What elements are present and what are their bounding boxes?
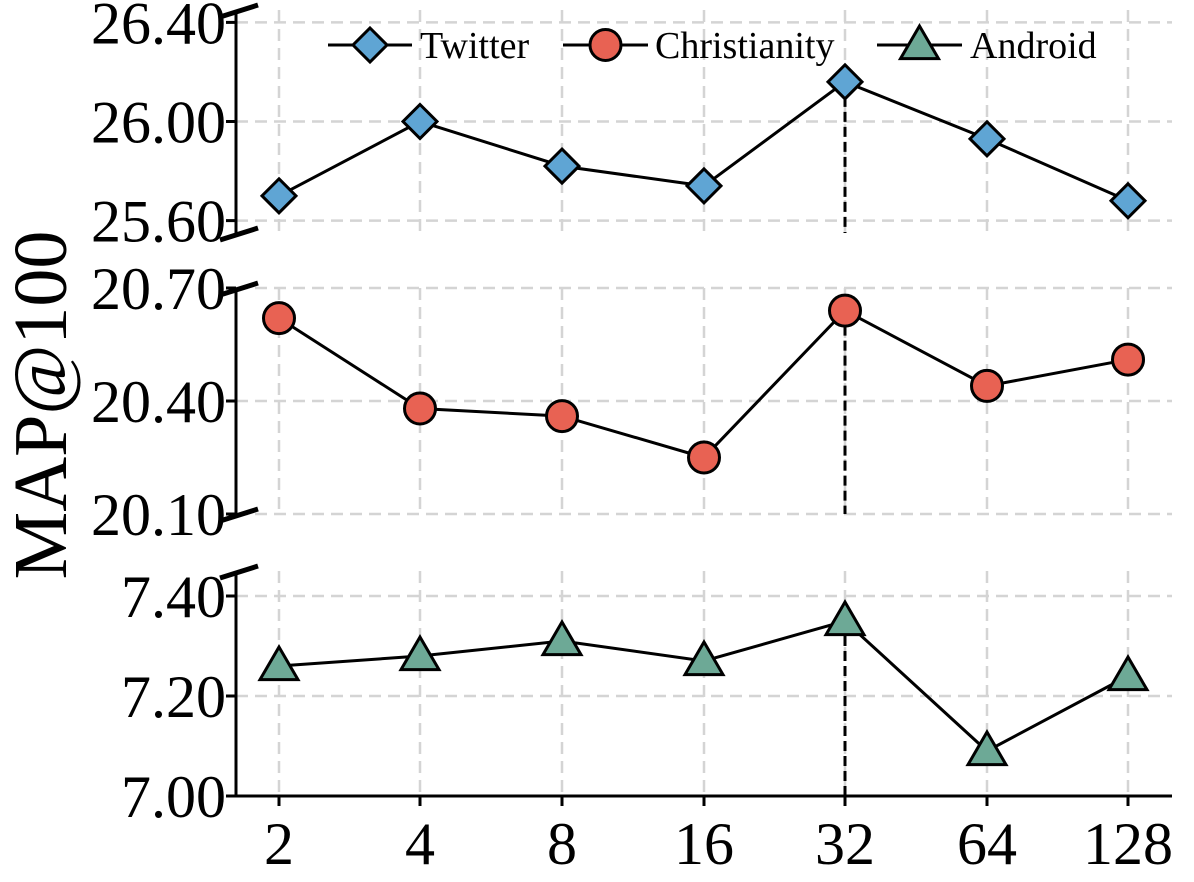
x-tick-label-16: 16 xyxy=(674,811,734,877)
data-point-android-64 xyxy=(965,729,1009,767)
data-point-twitter-16 xyxy=(684,166,724,206)
x-tick-label-128: 128 xyxy=(1083,811,1173,877)
data-point-android-4 xyxy=(398,634,442,672)
data-point-christianity-4 xyxy=(403,391,437,426)
data-point-twitter-128 xyxy=(1108,181,1148,220)
axis-break-bottom-panel-1 xyxy=(219,225,259,243)
data-point-christianity-64 xyxy=(970,368,1004,403)
legend: Twitter Christianity Android xyxy=(328,23,1097,67)
axis-break-top-panel-1 xyxy=(219,2,259,20)
data-point-twitter-8 xyxy=(542,146,582,186)
x-tick-label-2: 2 xyxy=(264,811,294,877)
legend-label-twitter: Twitter xyxy=(420,25,530,67)
data-point-android-16 xyxy=(682,639,726,677)
axis-break-top-panel-2 xyxy=(219,280,259,298)
data-point-android-2 xyxy=(257,644,301,682)
y-tick-label-panel-2: 20.70 xyxy=(91,256,226,322)
y-tick-label-panel-3: 7.20 xyxy=(121,664,226,730)
legend-marker-christianity xyxy=(588,28,623,62)
x-tick-label-8: 8 xyxy=(547,811,577,877)
y-tick-label-panel-1: 26.40 xyxy=(91,0,226,56)
data-point-twitter-64 xyxy=(967,119,1007,158)
axis-break-bottom-panel-2 xyxy=(219,506,259,524)
legend-marker-android xyxy=(897,23,942,61)
y-tick-label-panel-1: 26.00 xyxy=(91,90,226,156)
series-layer xyxy=(257,62,1150,767)
data-point-twitter-32 xyxy=(825,62,865,101)
axis-break-top-panel-3 xyxy=(219,563,259,581)
y-tick-label-panel-3: 7.00 xyxy=(121,764,226,830)
data-point-android-8 xyxy=(540,619,584,657)
legend-label-android: Android xyxy=(970,25,1097,67)
tick-label-layer: 25.60 26.00 26.40 20.10 20.40 20.70 7.00 7.20 7.… xyxy=(91,0,1173,877)
y-tick-label-panel-3: 7.40 xyxy=(121,564,226,630)
x-tick-label-4: 4 xyxy=(405,811,435,877)
data-point-christianity-2 xyxy=(262,301,296,336)
data-point-christianity-16 xyxy=(687,440,721,475)
data-point-christianity-8 xyxy=(545,399,579,434)
y-tick-label-panel-2: 20.10 xyxy=(91,482,226,548)
data-point-android-32 xyxy=(823,599,867,637)
y-axis-label: MAP@100 xyxy=(0,231,83,580)
data-point-christianity-128 xyxy=(1111,342,1145,377)
x-tick-label-32: 32 xyxy=(815,811,875,877)
data-point-twitter-2 xyxy=(259,176,299,215)
y-tick-label-panel-1: 25.60 xyxy=(91,189,226,255)
legend-label-christianity: Christianity xyxy=(655,25,834,67)
axis-layer xyxy=(219,2,1172,806)
x-tick-label-64: 64 xyxy=(957,811,1017,877)
grid-layer xyxy=(236,10,1172,798)
data-point-android-128 xyxy=(1106,654,1150,692)
data-point-twitter-4 xyxy=(400,102,440,141)
data-point-christianity-32 xyxy=(828,293,862,328)
legend-marker-twitter xyxy=(350,25,390,65)
y-tick-label-panel-2: 20.40 xyxy=(91,369,226,435)
